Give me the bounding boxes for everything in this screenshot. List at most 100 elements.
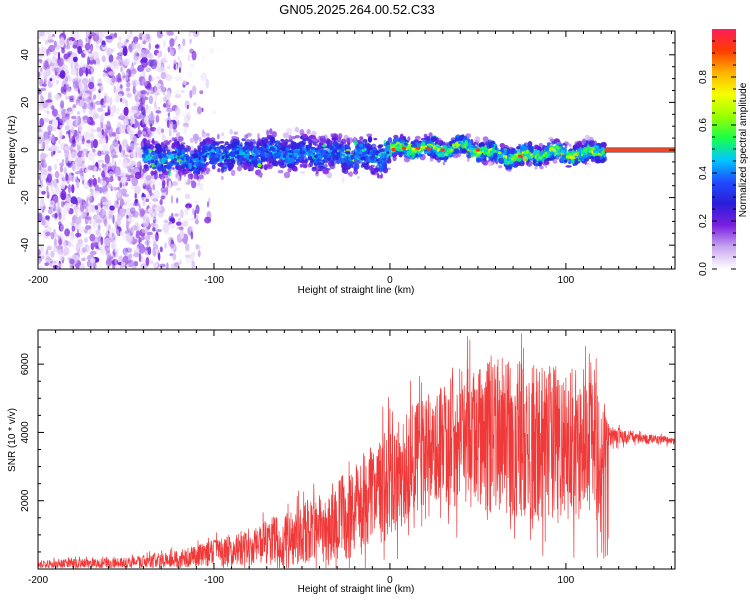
spectrogram-noise-cell [192,85,197,95]
spectrogram-noise-cell [87,230,90,234]
spectrogram-noise-cell [152,233,159,243]
spectrogram-band-cell [292,162,296,168]
spectrogram-core-cell [420,146,423,149]
spectrogram-noise-cell [84,243,88,248]
spectrogram-band-cell [538,142,543,148]
spectrogram-band-cell [302,133,308,139]
spectrogram-noise-cell [108,71,115,76]
spectrogram-noise-cell [50,181,53,191]
spectrogram-noise-cell [133,36,139,45]
spectrogram-band-cell [467,157,470,162]
spectrogram-noise-cell [166,262,169,269]
spectrogram-band-cell [399,139,405,145]
spectrogram-noise-cell [129,31,133,35]
spectrogram-core-cell [452,143,455,148]
spectrogram-noise-cell [172,168,176,173]
spectrogram-band-cell [499,157,504,165]
spectrogram-noise-cell [204,216,212,224]
spectrogram-band-cell [366,161,369,166]
spectrogram-band-cell [391,152,397,158]
spectrogram-noise-cell [125,90,131,98]
spectrogram-band-cell [178,143,183,147]
spectrogram-band-cell [521,146,528,151]
spectrogram-noise-cell [193,102,197,107]
spectrogram-band-cell [527,141,533,147]
spectrogram-noise-cell [101,40,106,48]
spectrogram-noise-cell [155,86,162,94]
spectrogram-noise-cell [56,66,62,73]
spectrogram-noise-cell [93,166,98,173]
spectrogram-band-cell [360,164,364,168]
spectrogram-core-cell [449,148,453,152]
spectrogram-noise-cell [130,115,133,126]
spectrogram-noise-cell [132,55,140,64]
spectrogram-band-cell [151,139,155,144]
spectrogram-noise-cell [108,252,114,257]
spectrogram-noise-cell [156,126,162,136]
spectrogram-noise-cell [97,176,101,184]
spectrogram-noise-cell [172,121,178,130]
spectrogram-noise-cell [46,48,49,57]
spectrogram-core-cell [213,152,216,155]
spectrogram-noise-cell [104,112,109,117]
spectrogram-band-cell [312,149,316,153]
spectrogram-noise-cell [136,161,142,169]
spectrogram-band-cell [347,142,350,146]
spectrogram-noise-cell [45,215,50,220]
spectrogram-noise-cell [168,215,175,223]
spectrogram-noise-cell [63,53,69,60]
spectrogram-noise-cell [45,177,49,183]
colorbar-axes: 0.00.20.40.60.8 [698,40,736,276]
spectrogram-band-cell [354,139,358,147]
spectrogram-noise-cell [114,258,118,266]
spectrogram-noise-cell [90,139,94,149]
spectrogram-core-cell [525,150,529,154]
spectrogram-noise-cell [142,47,149,56]
spectrogram-noise-cell [118,115,126,120]
spectrogram-noise-cell [99,208,107,219]
spectrogram-noise-cell [175,75,182,82]
spectrogram-core-cell [458,140,462,145]
spectrogram-noise-cell [176,187,181,191]
spectrogram-core-cell [255,155,259,159]
spectrogram-noise-cell [169,244,176,252]
spectrogram-core-cell [302,146,305,151]
spectrogram-band-cell [256,142,260,148]
snr-y-label: SNR (10 * v/v) [7,408,18,472]
spectrogram-core-cell [407,146,411,150]
spectrogram-band-cell [177,136,184,142]
spectrogram-x-tick-label: -100 [204,275,224,286]
spectrogram-noise-cell [120,188,128,196]
spectrogram-band-cell [414,135,421,140]
spectrogram-noise-cell [132,41,136,50]
spectrogram-noise-cell [97,159,105,163]
spectrogram-noise-cell [144,179,152,185]
spectrogram-core-cell [265,150,270,154]
spectrogram-band-cell [341,176,345,183]
spectrogram-noise-cell [188,31,192,38]
spectrogram-noise-cell [51,34,55,37]
spectrogram-noise-cell [200,72,208,82]
spectrogram-band-cell [169,139,172,143]
spectrogram-band-cell [294,135,300,139]
spectrogram-noise-cell [161,128,164,133]
spectrogram-noise-cell [41,35,47,42]
spectrogram-core-cell [593,149,597,153]
spectrogram-noise-cell [209,47,214,54]
spectrogram-noise-cell [122,58,130,66]
spectrogram-noise-cell [55,185,60,194]
spectrogram-noise-cell [167,112,171,117]
spectrogram-noise-cell [154,105,159,112]
spectrogram-noise-cell [58,237,63,246]
spectrogram-band-cell [436,140,443,145]
spectrogram-noise-cell [122,138,128,148]
spectrogram-band-cell [205,169,210,175]
spectrogram-noise-cell [199,182,204,191]
spectrogram-core-cell [359,153,362,157]
snr-x-tick-label: 0 [387,575,393,586]
spectrogram-noise-cell [71,184,75,194]
spectrogram-noise-cell [60,100,65,109]
spectrogram-noise-cell [47,124,53,133]
spectrogram-band-cell [185,167,190,174]
spectrogram-noise-cell [57,57,64,67]
